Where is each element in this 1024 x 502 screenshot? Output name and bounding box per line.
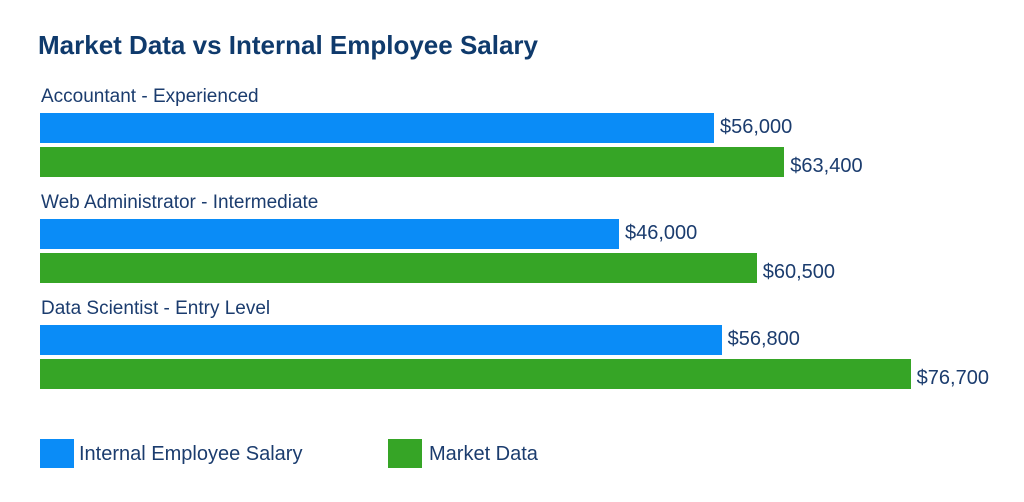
legend-swatch-market [388,439,422,468]
data-label: $56,800 [727,328,800,350]
category-label: Accountant - Experienced [41,86,259,107]
data-label: $76,700 [916,367,989,389]
data-label: $63,400 [790,155,863,177]
legend-label-market: Market Data [429,443,538,465]
legend-label-internal: Internal Employee Salary [79,443,303,465]
chart-title: Market Data vs Internal Employee Salary [38,30,539,60]
data-label: $60,500 [762,261,836,283]
data-label: $46,000 [625,222,698,244]
bar-internal-salary [40,325,722,355]
bar-internal-salary [40,113,714,143]
category-label: Data Scientist - Entry Level [41,298,271,319]
bar-market-data [40,359,911,389]
bar-internal-salary [40,219,619,249]
data-label: $56,000 [720,116,793,138]
bar-market-data [40,253,757,283]
legend-swatch-internal [40,439,74,468]
bar-market-data [40,147,785,177]
category-label: Web Administrator - Intermediate [41,192,319,213]
